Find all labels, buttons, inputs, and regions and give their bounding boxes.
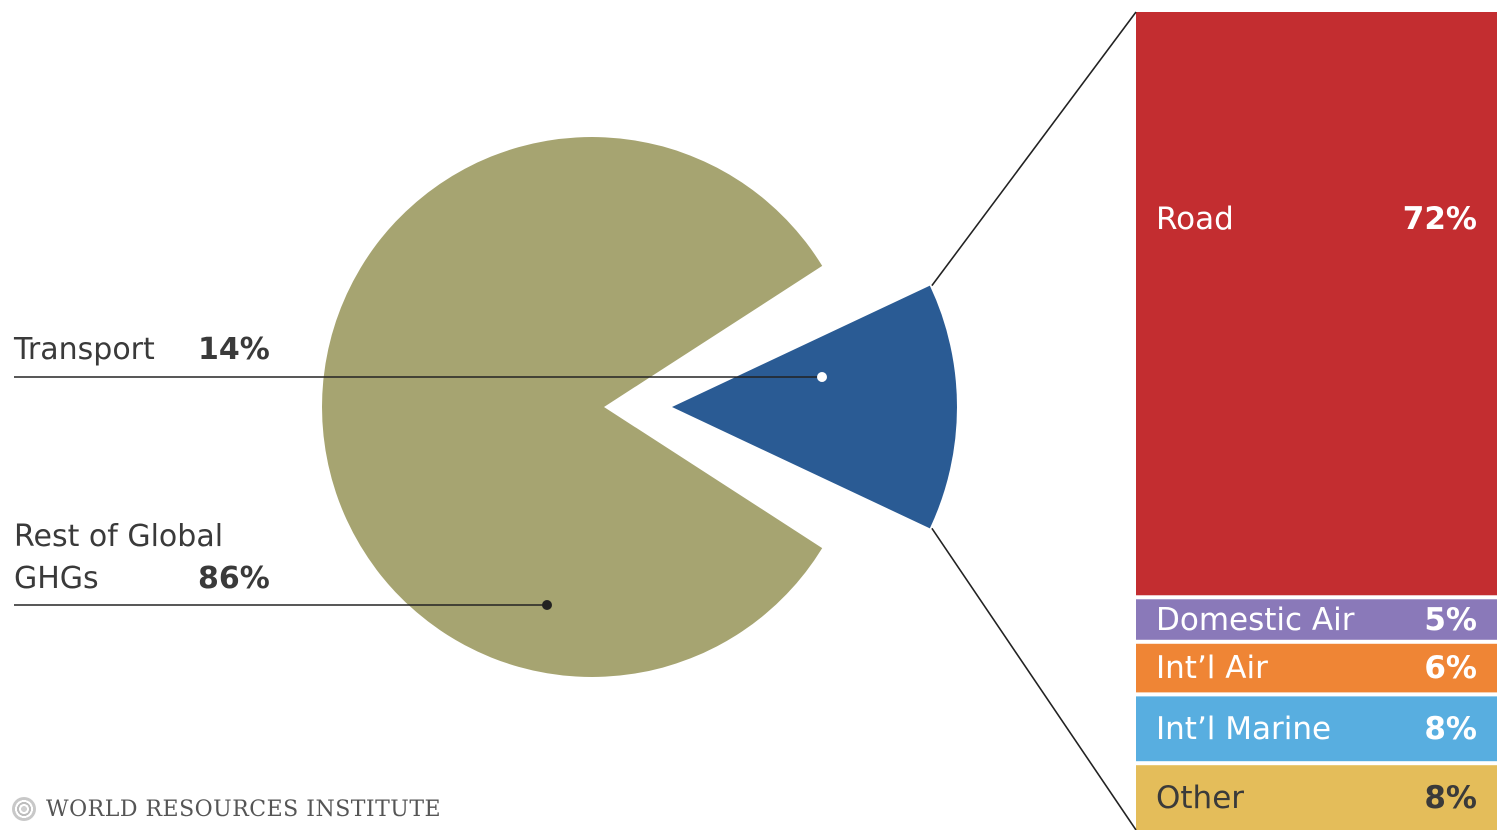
pie-label-line: Rest of Global [14, 519, 224, 554]
bar-value-road: 72% [1402, 201, 1477, 238]
pie-label-rest: Rest of Global GHGs [14, 520, 223, 596]
pie-label-line: Transport [14, 332, 155, 367]
pie-value-rest: 86% [198, 561, 270, 596]
connector-line-top [931, 11, 1137, 287]
bar-segment-int-l-air [1136, 643, 1497, 693]
leader-dot-rest [542, 600, 552, 610]
bar-label-other: Other [1156, 779, 1245, 816]
bar-label-int-l-air: Int’l Air [1156, 650, 1268, 687]
wri-logo-icon [12, 797, 36, 821]
bar-value-domestic-air: 5% [1424, 601, 1477, 638]
pie-slice-rest [322, 137, 823, 677]
bar-value-other: 8% [1424, 779, 1477, 816]
bar-label-domestic-air: Domestic Air [1156, 601, 1355, 638]
connector-line-bottom [931, 527, 1137, 830]
source-credit: WORLD RESOURCES INSTITUTE [12, 793, 441, 825]
bar-label-int-l-marine: Int’l Marine [1156, 710, 1332, 747]
pie-value-transport: 14% [198, 332, 270, 367]
bar-label-road: Road [1156, 201, 1234, 238]
pie-label-transport: Transport [14, 333, 155, 367]
pie-slice-transport [672, 285, 957, 529]
pie-label-line: GHGs [14, 561, 99, 596]
bar-segment-int-l-marine [1136, 696, 1497, 762]
source-text: WORLD RESOURCES INSTITUTE [46, 796, 442, 822]
bar-segment-domestic-air [1136, 599, 1497, 640]
leader-dot-transport [817, 372, 827, 382]
bar-segment-other [1136, 765, 1497, 830]
bar-segment-road [1136, 12, 1497, 596]
bar-value-int-l-marine: 8% [1424, 710, 1477, 747]
bar-value-int-l-air: 6% [1424, 650, 1477, 687]
